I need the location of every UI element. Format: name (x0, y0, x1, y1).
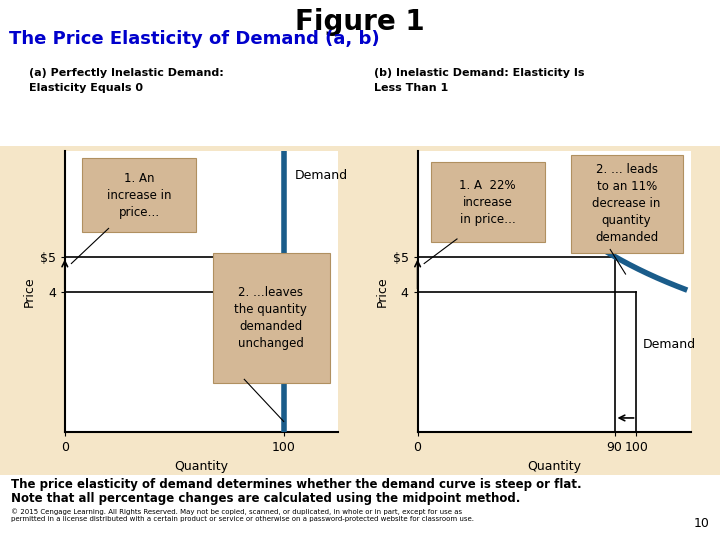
Y-axis label: Price: Price (22, 276, 35, 307)
FancyBboxPatch shape (431, 161, 545, 242)
Text: The Price Elasticity of Demand (a, b): The Price Elasticity of Demand (a, b) (9, 30, 380, 48)
FancyBboxPatch shape (213, 253, 330, 383)
FancyBboxPatch shape (570, 154, 683, 253)
X-axis label: Quantity: Quantity (527, 460, 582, 472)
Text: Figure 1: Figure 1 (295, 8, 425, 36)
Text: Demand: Demand (643, 338, 696, 351)
Text: (b) Inelastic Demand: Elasticity Is: (b) Inelastic Demand: Elasticity Is (374, 68, 585, 78)
X-axis label: Quantity: Quantity (174, 460, 228, 472)
Text: © 2015 Cengage Learning. All Rights Reserved. May not be copied, scanned, or dup: © 2015 Cengage Learning. All Rights Rese… (11, 509, 474, 522)
Y-axis label: Price: Price (375, 276, 388, 307)
Bar (0, 146, 720, 475)
Text: Elasticity Equals 0: Elasticity Equals 0 (29, 83, 143, 93)
Text: (a) Perfectly Inelastic Demand:: (a) Perfectly Inelastic Demand: (29, 68, 223, 78)
Text: 2. … leads
to an 11%
decrease in
quantity
demanded: 2. … leads to an 11% decrease in quantit… (593, 163, 661, 244)
FancyBboxPatch shape (82, 158, 197, 232)
Text: 1. A  22%
increase
in price…: 1. A 22% increase in price… (459, 179, 516, 226)
Text: Less Than 1: Less Than 1 (374, 83, 449, 93)
Bar (0, 0, 720, 146)
Text: 1. An
increase in
price…: 1. An increase in price… (107, 172, 171, 219)
Text: Demand: Demand (294, 168, 348, 182)
Text: 10: 10 (693, 517, 709, 530)
Bar (0, 475, 720, 540)
Text: 2. …leaves
the quantity
demanded
unchanged: 2. …leaves the quantity demanded unchang… (234, 286, 307, 350)
Text: Note that all percentage changes are calculated using the midpoint method.: Note that all percentage changes are cal… (11, 492, 520, 505)
Text: The price elasticity of demand determines whether the demand curve is steep or f: The price elasticity of demand determine… (11, 478, 582, 491)
